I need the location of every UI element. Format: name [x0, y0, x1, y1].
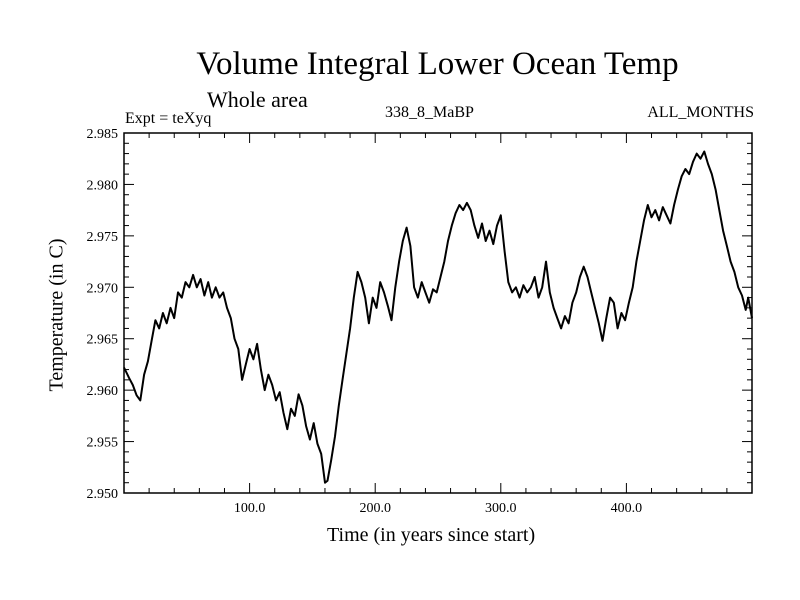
y-tick-label: 2.980 — [87, 178, 119, 193]
x-tick-label: 100.0 — [234, 501, 266, 516]
plot-frame — [123, 132, 753, 494]
experiment-label: Expt = teXyq — [125, 110, 212, 127]
y-tick-label: 2.955 — [87, 436, 119, 451]
chart-title: Volume Integral Lower Ocean Temp — [196, 46, 679, 82]
months-label: ALL_MONTHS — [647, 104, 754, 121]
x-axis-label: Time (in years since start) — [327, 524, 536, 546]
y-tick-label: 2.960 — [87, 384, 119, 399]
y-tick-label: 2.950 — [87, 487, 119, 502]
temperature-series-line — [123, 150, 753, 484]
period-label: 338_8_MaBP — [385, 104, 474, 121]
y-tick-label: 2.985 — [87, 127, 119, 142]
chart-subtitle: Whole area — [207, 87, 308, 112]
x-tick-label: 400.0 — [611, 501, 643, 516]
y-tick-label: 2.975 — [87, 230, 119, 245]
y-axis-label: Temperature (in C) — [45, 238, 68, 392]
y-tick-label: 2.970 — [87, 281, 119, 296]
y-tick-label: 2.965 — [87, 333, 119, 348]
x-tick-label: 300.0 — [485, 501, 517, 516]
x-tick-label: 200.0 — [359, 501, 391, 516]
